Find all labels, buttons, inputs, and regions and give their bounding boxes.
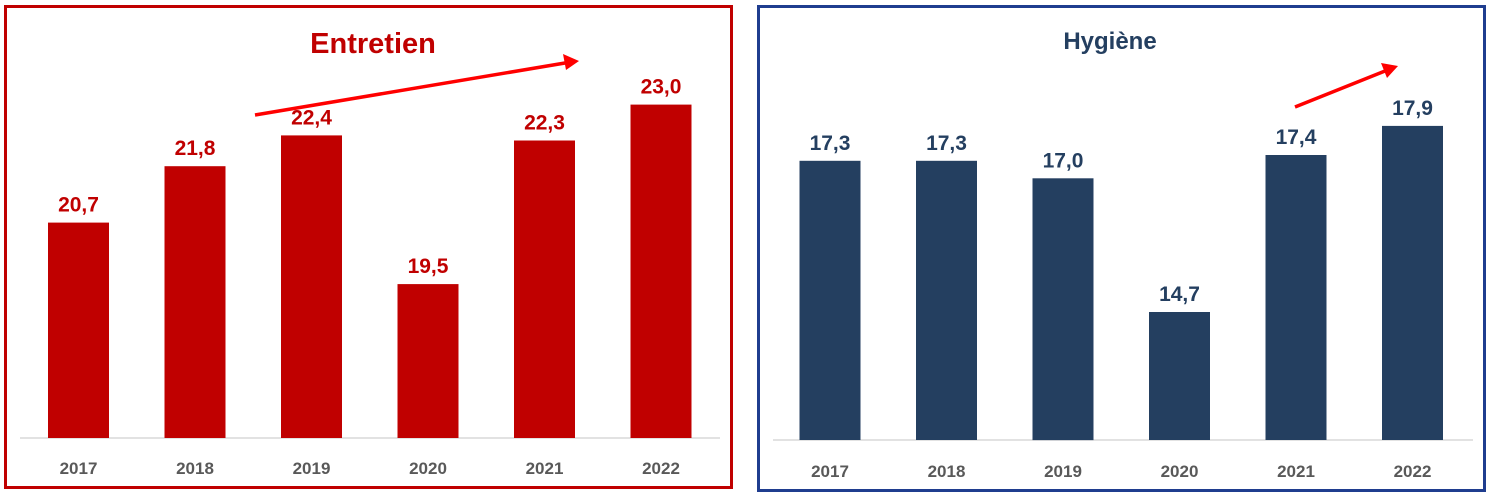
x-tick-label-2017: 2017 (60, 459, 98, 478)
chart-entretien: Entretien 20,7 2017 21,8 2018 22,4 2019 19,5 20… (20, 28, 720, 478)
x-tick-label-2022: 2022 (642, 459, 680, 478)
data-label-2017: 17,3 (810, 132, 851, 155)
bar-2018 (916, 160, 977, 441)
data-label-2017: 20,7 (58, 194, 99, 217)
x-tick-label-2021: 2021 (1277, 462, 1315, 481)
bar-2022 (630, 104, 692, 438)
data-label-2021: 22,3 (524, 112, 565, 135)
x-tick-label-2017: 2017 (811, 462, 849, 481)
x-tick-label-2021: 2021 (526, 459, 564, 478)
data-label-2020: 14,7 (1159, 283, 1200, 306)
x-tick-label-2020: 2020 (1161, 462, 1199, 481)
x-tick-label-2019: 2019 (293, 459, 331, 478)
trend-arrow-line (254, 61, 566, 117)
x-tick-label-2022: 2022 (1394, 462, 1432, 481)
trend-arrow-head (1381, 63, 1398, 78)
chart-title: Hygiène (1063, 28, 1156, 55)
trend-arrow-head (563, 54, 579, 70)
data-label-2018: 21,8 (175, 137, 216, 160)
data-label-2018: 17,3 (926, 132, 967, 155)
data-label-2022: 17,9 (1392, 97, 1433, 120)
bar-2019 (1032, 178, 1094, 441)
bar-2019 (281, 135, 342, 438)
x-tick-label-2019: 2019 (1044, 462, 1082, 481)
chart-title: Entretien (310, 28, 436, 60)
bar-2018 (164, 166, 226, 438)
chart-hygiene: Hygiène 17,3 2017 17,3 2018 17,0 2019 14,7 2020… (773, 28, 1473, 481)
bar-2020 (397, 284, 459, 438)
x-tick-label-2020: 2020 (409, 459, 447, 478)
bar-2021 (514, 140, 575, 438)
chart-panel-entretien: Entretien 20,7 2017 21,8 2018 22,4 2019 19,5 20… (4, 5, 733, 489)
data-label-2022: 23,0 (641, 76, 682, 99)
trend-arrow-line (1294, 69, 1386, 109)
chart-panel-hygiene: Hygiène 17,3 2017 17,3 2018 17,0 2019 14,7 2020… (757, 5, 1486, 492)
x-tick-label-2018: 2018 (928, 462, 966, 481)
data-label-2019: 22,4 (291, 106, 332, 129)
bar-2017 (799, 160, 861, 441)
x-tick-label-2018: 2018 (176, 459, 214, 478)
bar-2021 (1265, 155, 1327, 440)
bar-2017 (48, 222, 109, 438)
bar-2020 (1149, 312, 1210, 440)
data-label-2020: 19,5 (408, 255, 449, 278)
data-label-2021: 17,4 (1276, 126, 1317, 149)
bar-2022 (1382, 125, 1443, 441)
data-label-2019: 17,0 (1043, 149, 1084, 172)
